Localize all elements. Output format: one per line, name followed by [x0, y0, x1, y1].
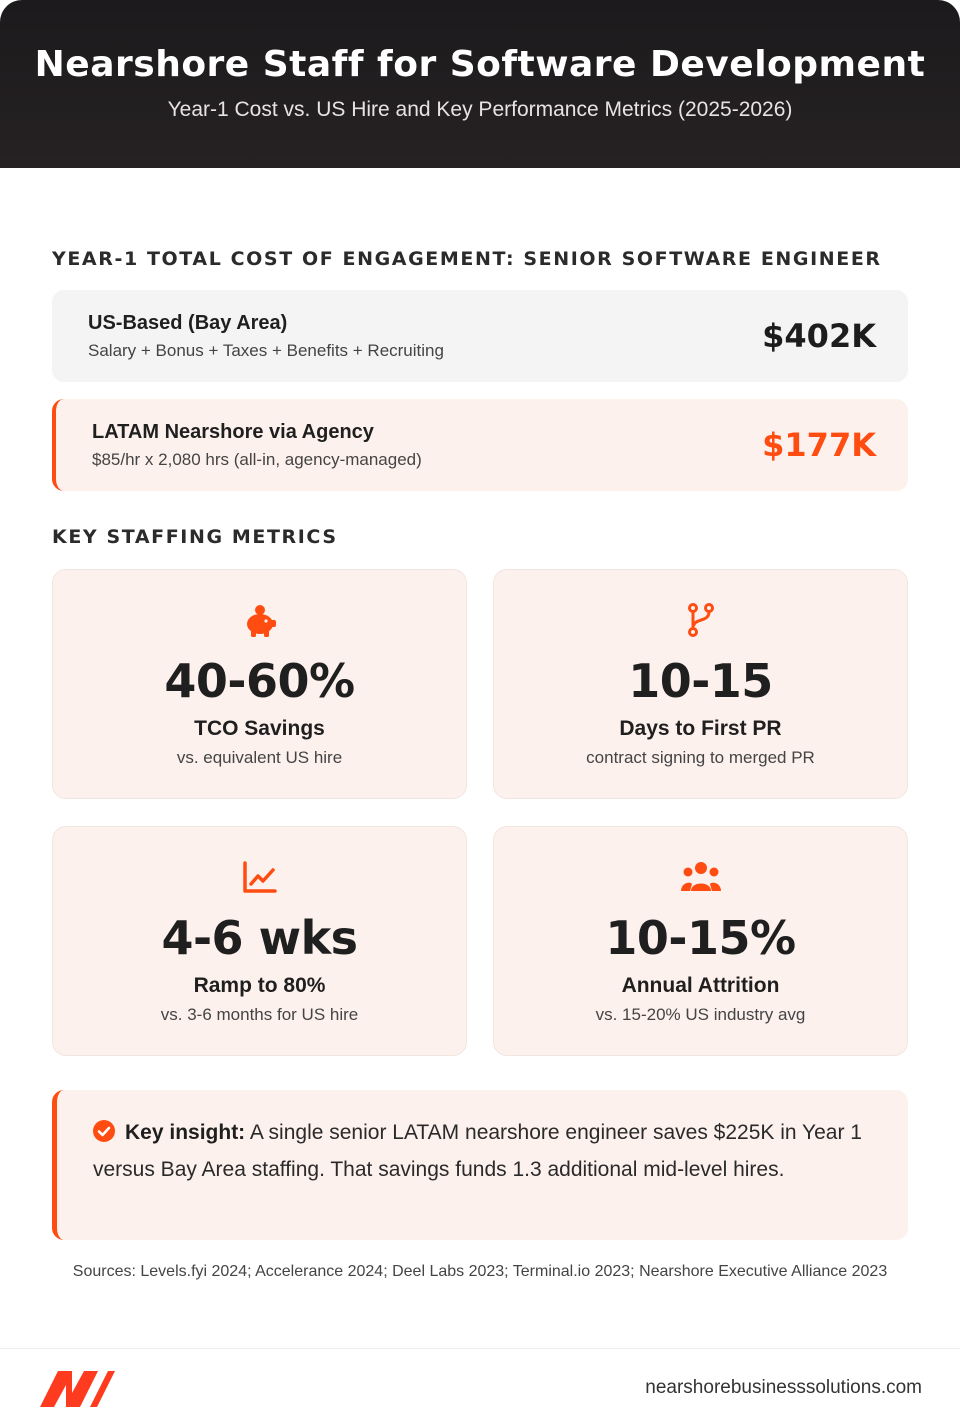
metric-desc: vs. 3-6 months for US hire: [160, 1005, 359, 1024]
metric-value: 10-15%: [605, 911, 796, 965]
brand-logo: [38, 1367, 116, 1414]
metric-label: Days to First PR: [619, 717, 782, 740]
header: Nearshore Staff for Software Development…: [0, 0, 960, 168]
cost-row-desc: $85/hr x 2,080 hrs (all-in, agency-manag…: [92, 449, 422, 469]
metric-card-tco-savings: 40-60% TCO Savings vs. equivalent US hir…: [52, 569, 467, 799]
cost-row-us: US-Based (Bay Area) Salary + Bonus + Tax…: [52, 290, 908, 382]
metric-desc: vs. equivalent US hire: [176, 748, 343, 767]
metric-value: 40-60%: [164, 654, 355, 708]
piggy-bank-icon: [53, 602, 466, 638]
insight-text: A single senior LATAM nearshore engineer…: [93, 1121, 862, 1181]
website-url: nearshorebusinesssolutions.com: [645, 1377, 922, 1398]
key-insight-box: Key insight: A single senior LATAM nears…: [52, 1090, 908, 1240]
check-circle-icon: [93, 1119, 115, 1153]
code-branch-icon: [494, 602, 907, 638]
metric-value: 4-6 wks: [161, 911, 358, 965]
metric-label: Ramp to 80%: [193, 974, 326, 997]
cost-row-amount: $177K: [762, 426, 876, 464]
sources-note: Sources: Levels.fyi 2024; Accelerance 20…: [72, 1263, 888, 1280]
cost-row-label: US-Based (Bay Area): [88, 311, 288, 334]
cost-row-amount: $402K: [762, 317, 876, 355]
footer: nearshorebusinesssolutions.com: [0, 1348, 960, 1426]
chart-line-icon: [53, 859, 466, 895]
cost-row-desc: Salary + Bonus + Taxes + Benefits + Recr…: [88, 340, 444, 360]
users-icon: [494, 859, 907, 895]
cost-row-latam: LATAM Nearshore via Agency $85/hr x 2,08…: [52, 399, 908, 491]
metric-value: 10-15: [628, 654, 773, 708]
metrics-section-title: KEY STAFFING METRICS: [52, 526, 338, 548]
insight-lead: Key insight:: [125, 1121, 246, 1144]
metric-card-ramp: 4-6 wks Ramp to 80% vs. 3-6 months for U…: [52, 826, 467, 1056]
page-title: Nearshore Staff for Software Development: [34, 44, 926, 85]
metric-card-days-to-first-pr: 10-15 Days to First PR contract signing …: [493, 569, 908, 799]
metric-desc: contract signing to merged PR: [586, 748, 815, 767]
cost-section-title: YEAR-1 TOTAL COST OF ENGAGEMENT: SENIOR …: [52, 248, 882, 270]
cost-row-label: LATAM Nearshore via Agency: [92, 420, 374, 443]
metric-card-attrition: 10-15% Annual Attrition vs. 15-20% US in…: [493, 826, 908, 1056]
metric-label: Annual Attrition: [621, 974, 780, 997]
metric-desc: vs. 15-20% US industry avg: [595, 1005, 806, 1024]
metric-label: TCO Savings: [194, 717, 325, 740]
page-subtitle: Year-1 Cost vs. US Hire and Key Performa…: [167, 98, 793, 121]
